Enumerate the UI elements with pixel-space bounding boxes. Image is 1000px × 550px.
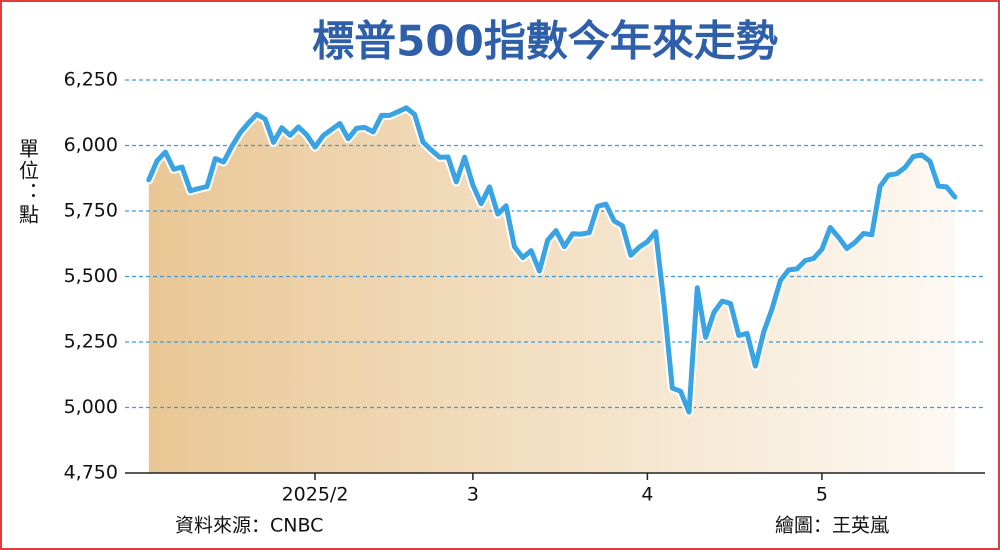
x-tick-label: 3 <box>467 484 479 506</box>
x-tick-label: 2025/2 <box>282 484 349 506</box>
y-tick-label: 5,250 <box>64 331 118 353</box>
y-tick-label: 6,250 <box>64 69 118 91</box>
source: 資料來源：CNBC <box>175 515 323 537</box>
credit: 繪圖：王英嵐 <box>775 515 889 537</box>
y-tick-label: 4,750 <box>64 462 118 484</box>
line <box>146 105 958 415</box>
chart-title: 標普500指數今年來走勢 <box>312 17 778 66</box>
area <box>148 107 955 474</box>
x-tick-label: 5 <box>816 484 828 506</box>
y-tick-label: 5,500 <box>64 265 118 287</box>
y-tick-label: 6,000 <box>64 134 118 156</box>
y-tick-label: 5,750 <box>64 200 118 222</box>
x-tick-label: 4 <box>641 484 653 506</box>
y-axis-label: 單位：點 <box>16 138 40 226</box>
y-tick-label: 5,000 <box>64 396 118 418</box>
